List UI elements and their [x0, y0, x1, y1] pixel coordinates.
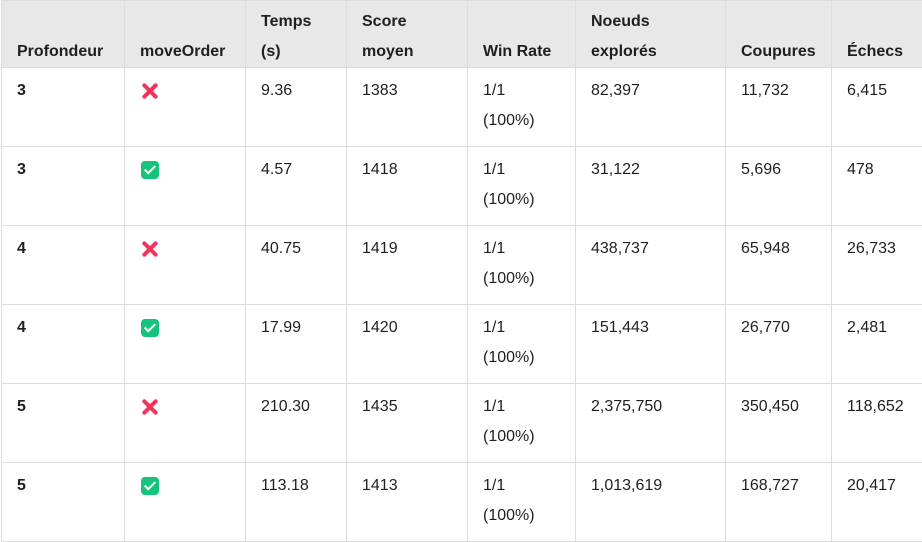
win-rate-ratio: 1/1 — [483, 82, 505, 99]
win-rate-percent: (100%) — [483, 191, 535, 208]
cell-noeuds: 1,013,619 — [576, 463, 726, 542]
cell-temps: 17.99 — [246, 305, 347, 384]
cell-win-rate: 1/1 (100%) — [468, 68, 576, 147]
cell-score: 1383 — [347, 68, 468, 147]
cell-win-rate: 1/1 (100%) — [468, 463, 576, 542]
header-noeuds-label-line1: Noeuds — [591, 13, 650, 30]
cell-temps: 210.30 — [246, 384, 347, 463]
cell-echecs: 6,415 — [832, 68, 922, 147]
header-move-order-label: moveOrder — [140, 43, 225, 60]
cell-score: 1420 — [347, 305, 468, 384]
cell-echecs: 20,417 — [832, 463, 922, 542]
cell-noeuds: 31,122 — [576, 147, 726, 226]
table-row: 3 9.36 1383 1/1 (100%) 82,397 11,732 6,41… — [2, 68, 922, 147]
table-header: Profondeur moveOrder Temps (s) Score moyen… — [2, 1, 922, 68]
cell-score: 1413 — [347, 463, 468, 542]
header-row: Profondeur moveOrder Temps (s) Score moyen… — [2, 1, 922, 68]
table-row: 5 113.18 1413 1/1 (100%) 1,013,619 168,72… — [2, 463, 922, 542]
win-rate-ratio: 1/1 — [483, 477, 505, 494]
check-mark-icon — [141, 319, 159, 337]
cell-profondeur: 5 — [2, 463, 125, 542]
cell-temps: 113.18 — [246, 463, 347, 542]
cell-score: 1418 — [347, 147, 468, 226]
cell-noeuds: 438,737 — [576, 226, 726, 305]
cell-move-order — [125, 226, 246, 305]
header-echecs: Échecs — [832, 1, 922, 68]
header-score-label-line1: Score — [362, 13, 406, 30]
check-mark-icon — [141, 477, 159, 495]
cell-noeuds: 151,443 — [576, 305, 726, 384]
cell-coupures: 65,948 — [726, 226, 832, 305]
cell-move-order — [125, 463, 246, 542]
cell-echecs: 26,733 — [832, 226, 922, 305]
cross-mark-icon — [141, 398, 159, 416]
header-profondeur: Profondeur — [2, 1, 125, 68]
header-score: Score moyen — [347, 1, 468, 68]
cell-echecs: 2,481 — [832, 305, 922, 384]
cell-coupures: 168,727 — [726, 463, 832, 542]
cell-profondeur: 4 — [2, 305, 125, 384]
cell-move-order — [125, 147, 246, 226]
check-mark-icon — [141, 161, 159, 179]
header-win-rate: Win Rate — [468, 1, 576, 68]
win-rate-ratio: 1/1 — [483, 161, 505, 178]
cell-win-rate: 1/1 (100%) — [468, 226, 576, 305]
win-rate-percent: (100%) — [483, 112, 535, 129]
header-temps-label-line1: Temps — [261, 13, 311, 30]
win-rate-ratio: 1/1 — [483, 240, 505, 257]
win-rate-ratio: 1/1 — [483, 319, 505, 336]
cell-coupures: 5,696 — [726, 147, 832, 226]
cross-mark-icon — [141, 82, 159, 100]
cell-temps: 9.36 — [246, 68, 347, 147]
cell-win-rate: 1/1 (100%) — [468, 384, 576, 463]
header-echecs-label: Échecs — [847, 43, 903, 60]
table-body: 3 9.36 1383 1/1 (100%) 82,397 11,732 6,41… — [2, 68, 922, 542]
win-rate-percent: (100%) — [483, 349, 535, 366]
cell-temps: 4.57 — [246, 147, 347, 226]
win-rate-percent: (100%) — [483, 428, 535, 445]
cell-noeuds: 2,375,750 — [576, 384, 726, 463]
cell-profondeur: 3 — [2, 68, 125, 147]
header-noeuds: Noeuds explorés — [576, 1, 726, 68]
cell-move-order — [125, 68, 246, 147]
cell-move-order — [125, 384, 246, 463]
cell-echecs: 118,652 — [832, 384, 922, 463]
header-profondeur-label: Profondeur — [17, 43, 103, 60]
cell-coupures: 11,732 — [726, 68, 832, 147]
cell-echecs: 478 — [832, 147, 922, 226]
cell-temps: 40.75 — [246, 226, 347, 305]
table-row: 5 210.30 1435 1/1 (100%) 2,375,750 350,45… — [2, 384, 922, 463]
header-temps: Temps (s) — [246, 1, 347, 68]
cell-coupures: 350,450 — [726, 384, 832, 463]
header-move-order: moveOrder — [125, 1, 246, 68]
cell-coupures: 26,770 — [726, 305, 832, 384]
cell-profondeur: 5 — [2, 384, 125, 463]
table-row: 3 4.57 1418 1/1 (100%) 31,122 5,696 478 — [2, 147, 922, 226]
cell-noeuds: 82,397 — [576, 68, 726, 147]
cell-move-order — [125, 305, 246, 384]
cell-profondeur: 4 — [2, 226, 125, 305]
cell-win-rate: 1/1 (100%) — [468, 305, 576, 384]
table-row: 4 17.99 1420 1/1 (100%) 151,443 26,770 2,… — [2, 305, 922, 384]
header-coupures-label: Coupures — [741, 43, 816, 60]
cell-profondeur: 3 — [2, 147, 125, 226]
header-noeuds-label-line2: explorés — [591, 43, 657, 60]
table-row: 4 40.75 1419 1/1 (100%) 438,737 65,948 26… — [2, 226, 922, 305]
header-score-label-line2: moyen — [362, 43, 414, 60]
win-rate-percent: (100%) — [483, 270, 535, 287]
cell-score: 1419 — [347, 226, 468, 305]
cross-mark-icon — [141, 240, 159, 258]
cell-score: 1435 — [347, 384, 468, 463]
win-rate-percent: (100%) — [483, 507, 535, 524]
header-temps-label-line2: (s) — [261, 43, 281, 60]
header-win-rate-label: Win Rate — [483, 43, 551, 60]
win-rate-ratio: 1/1 — [483, 398, 505, 415]
cell-win-rate: 1/1 (100%) — [468, 147, 576, 226]
header-coupures: Coupures — [726, 1, 832, 68]
